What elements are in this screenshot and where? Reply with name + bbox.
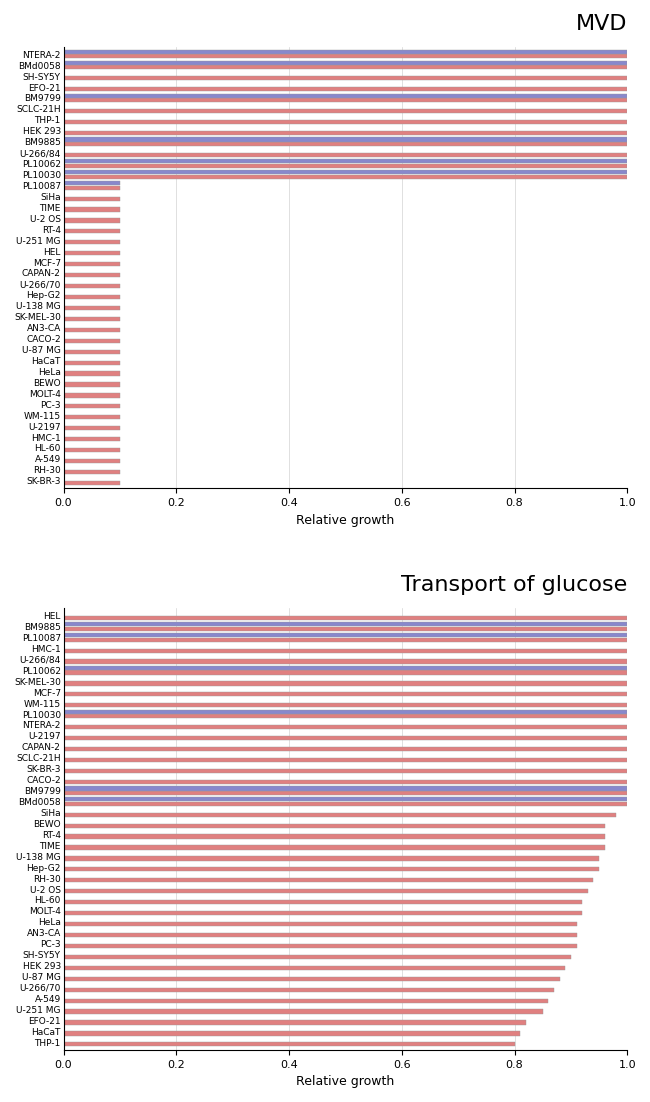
Bar	[64, 460, 120, 463]
Bar	[64, 758, 627, 763]
Bar	[64, 987, 554, 992]
Bar	[64, 666, 627, 670]
Bar	[64, 1031, 520, 1036]
Bar	[64, 616, 627, 620]
Bar	[64, 54, 627, 58]
Bar	[64, 900, 582, 905]
Bar	[64, 142, 627, 145]
Bar	[64, 160, 627, 163]
Bar	[64, 670, 627, 674]
Bar	[64, 382, 120, 387]
Bar	[64, 681, 627, 685]
Bar	[64, 1009, 543, 1014]
Bar	[64, 120, 627, 125]
Bar	[64, 240, 120, 245]
Bar	[64, 856, 599, 861]
Bar	[64, 634, 627, 637]
Bar	[64, 251, 120, 256]
Bar	[64, 801, 627, 806]
Bar	[64, 787, 627, 790]
Bar	[64, 65, 627, 69]
Bar	[64, 360, 120, 365]
Bar	[64, 316, 120, 321]
Bar	[64, 976, 560, 981]
Bar	[64, 273, 120, 278]
Bar	[64, 61, 627, 65]
Bar	[64, 229, 120, 234]
Bar	[64, 933, 577, 937]
Bar	[64, 306, 120, 310]
Bar	[64, 725, 627, 730]
Bar	[64, 889, 588, 894]
Bar	[64, 480, 120, 485]
Bar	[64, 911, 582, 915]
X-axis label: Relative growth: Relative growth	[296, 514, 395, 527]
Bar	[64, 1042, 515, 1047]
Bar	[64, 1020, 526, 1025]
Bar	[64, 327, 120, 332]
Bar	[64, 769, 627, 773]
Bar	[64, 415, 120, 420]
Bar	[64, 922, 577, 926]
Bar	[64, 138, 627, 141]
Bar	[64, 207, 120, 212]
Bar	[64, 747, 627, 752]
Bar	[64, 185, 120, 190]
Bar	[64, 164, 627, 168]
Bar	[64, 349, 120, 354]
Bar	[64, 649, 627, 652]
Bar	[64, 181, 120, 185]
X-axis label: Relative growth: Relative growth	[296, 1076, 395, 1088]
Bar	[64, 284, 120, 288]
Bar	[64, 780, 627, 784]
Bar	[64, 371, 120, 376]
Bar	[64, 627, 627, 630]
Bar	[64, 393, 120, 398]
Bar	[64, 797, 627, 801]
Bar	[64, 50, 627, 54]
Bar	[64, 295, 120, 299]
Bar	[64, 714, 627, 719]
Bar	[64, 170, 627, 174]
Bar	[64, 998, 549, 1003]
Bar	[64, 174, 627, 179]
Bar	[64, 823, 605, 828]
Bar	[64, 426, 120, 431]
Bar	[64, 218, 120, 223]
Bar	[64, 623, 627, 626]
Bar	[64, 196, 120, 201]
Bar	[64, 659, 627, 663]
Bar	[64, 98, 627, 102]
Bar	[64, 404, 120, 409]
Bar	[64, 638, 627, 641]
Bar	[64, 812, 616, 817]
Bar	[64, 834, 605, 839]
Bar	[64, 449, 120, 452]
Bar	[64, 76, 627, 80]
Bar	[64, 791, 627, 795]
Bar	[64, 878, 593, 883]
Bar	[64, 437, 120, 441]
Bar	[64, 87, 627, 91]
Text: Transport of glucose: Transport of glucose	[401, 575, 627, 595]
Bar	[64, 692, 627, 696]
Bar	[64, 710, 627, 714]
Bar	[64, 867, 599, 872]
Bar	[64, 965, 566, 970]
Bar	[64, 736, 627, 741]
Bar	[64, 109, 627, 114]
Bar	[64, 943, 577, 948]
Bar	[64, 338, 120, 343]
Bar	[64, 131, 627, 136]
Bar	[64, 954, 571, 959]
Bar	[64, 469, 120, 474]
Text: MVD: MVD	[576, 14, 627, 34]
Bar	[64, 153, 627, 156]
Bar	[64, 94, 627, 98]
Bar	[64, 845, 605, 850]
Bar	[64, 262, 120, 267]
Bar	[64, 703, 627, 707]
